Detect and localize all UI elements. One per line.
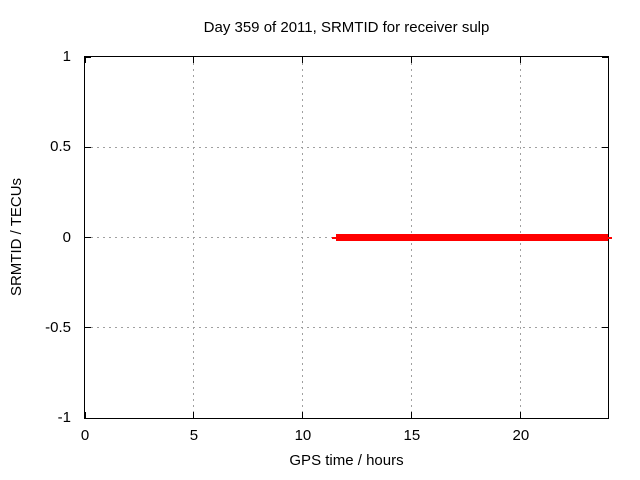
x-tick-mark xyxy=(193,412,195,418)
y-tick-mark-right xyxy=(602,327,608,329)
x-axis-label: GPS time / hours xyxy=(289,452,404,469)
y-tick-mark xyxy=(85,237,91,238)
y-tick-label: -0.5 xyxy=(45,318,71,336)
y-tick-mark-right xyxy=(602,417,608,419)
y-tick-label: 0.5 xyxy=(50,138,71,156)
gridline-horizontal xyxy=(85,146,608,148)
x-tick-mark-top xyxy=(84,57,86,63)
chart-title: Day 359 of 2011, SRMTID for receiver sul… xyxy=(203,19,490,36)
y-tick-mark xyxy=(85,56,91,58)
x-tick-mark-top xyxy=(520,57,522,63)
x-tick-mark xyxy=(411,412,413,418)
x-tick-mark xyxy=(84,412,86,418)
y-tick-mark xyxy=(85,146,91,148)
y-tick-mark-right xyxy=(602,56,608,58)
x-tick-mark-top xyxy=(193,57,195,63)
y-tick-mark-right xyxy=(602,146,608,148)
y-tick-label: 1 xyxy=(62,48,71,65)
gridline-horizontal xyxy=(85,327,608,329)
plot-area xyxy=(84,56,612,419)
x-tick-mark-top xyxy=(302,57,304,63)
x-tick-mark xyxy=(302,412,304,418)
y-tick-label: -1 xyxy=(57,409,71,426)
x-tick-label: 10 xyxy=(294,427,312,444)
series-line-srmtid xyxy=(335,234,608,241)
x-tick-label: 5 xyxy=(189,427,199,444)
x-tick-label: 0 xyxy=(80,427,90,444)
x-tick-label: 15 xyxy=(403,427,421,444)
y-tick-mark xyxy=(85,417,91,419)
x-tick-mark-top xyxy=(411,57,413,63)
y-tick-mark xyxy=(85,327,91,329)
y-tick-label: 0 xyxy=(62,228,71,246)
x-tick-mark xyxy=(520,412,522,418)
x-tick-label: 20 xyxy=(512,427,530,444)
